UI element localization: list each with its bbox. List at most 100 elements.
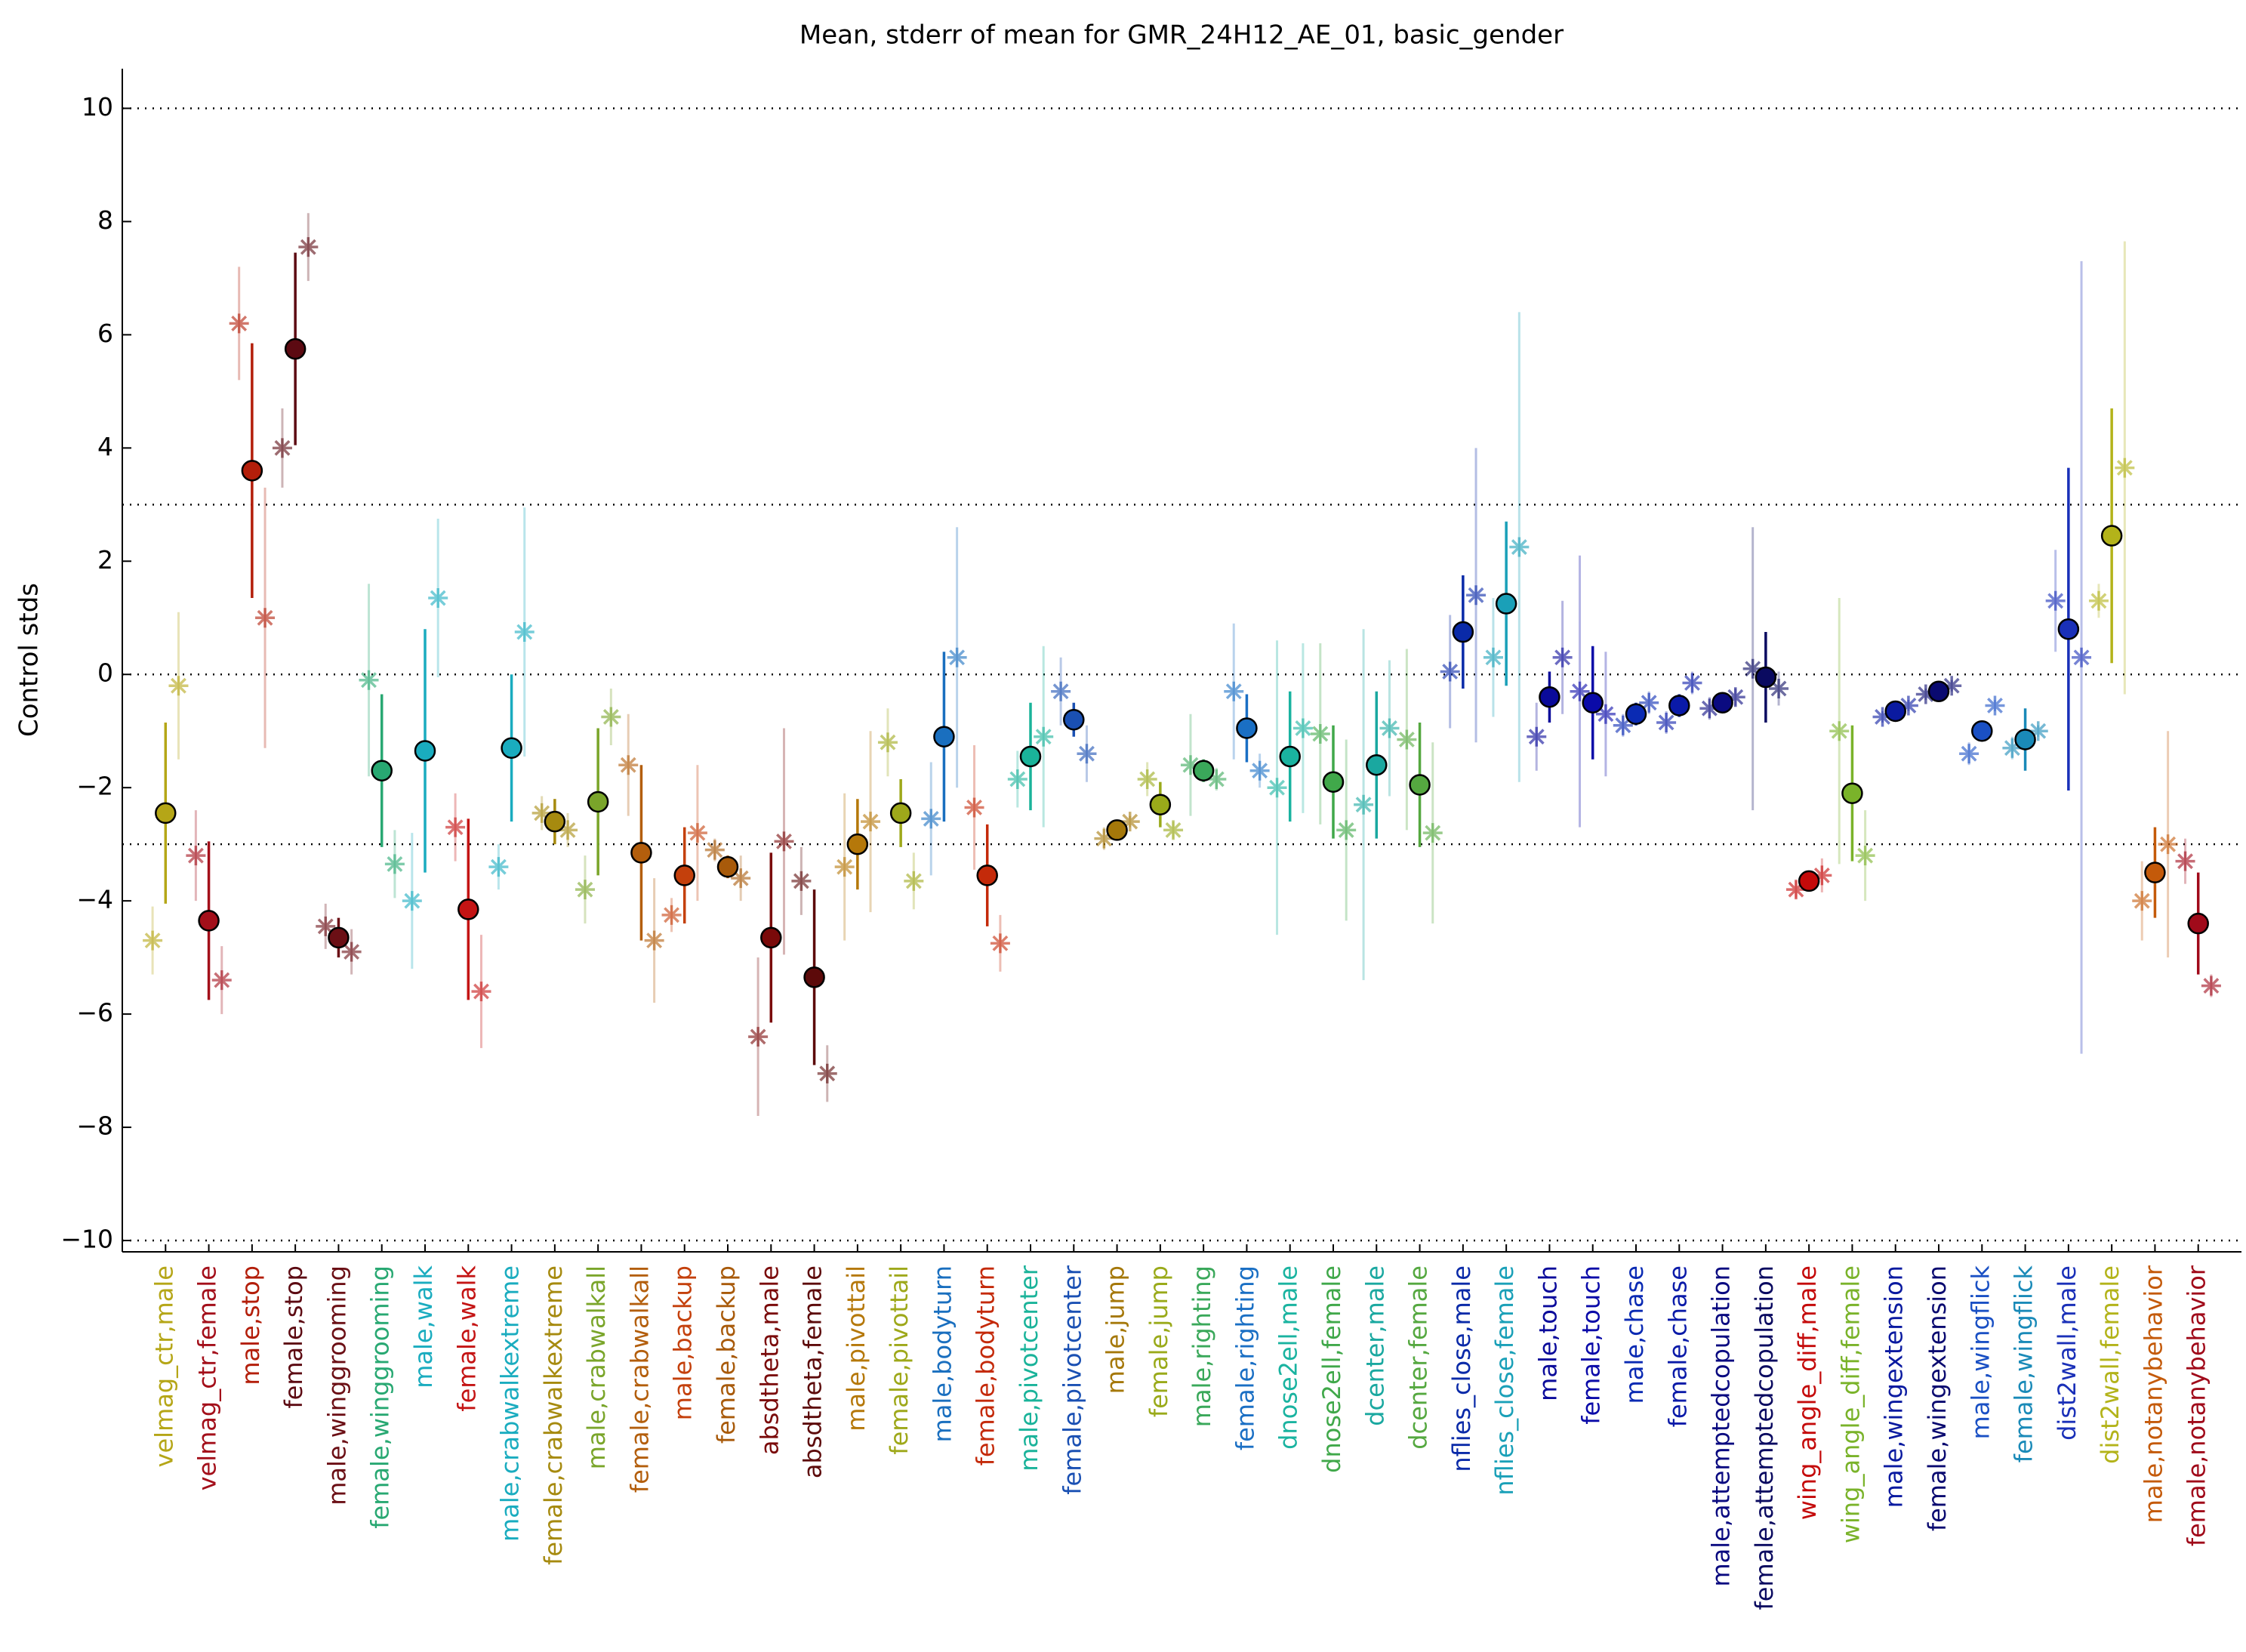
left-marker: [531, 803, 552, 823]
left-marker: [272, 438, 292, 458]
right-marker: [211, 970, 232, 991]
left-marker: [964, 797, 984, 818]
left-marker: [1527, 726, 1547, 747]
mean-marker: [673, 865, 695, 886]
x-tick-label: female,jump: [1145, 1265, 1173, 1417]
x-tick-label: male,wingextension: [1880, 1265, 1909, 1508]
mean-marker: [846, 833, 869, 855]
left-marker: [1613, 715, 1633, 735]
mean-marker: [328, 926, 350, 949]
left-marker: [1180, 755, 1200, 775]
mean-marker: [241, 460, 263, 482]
y-tick-label: −4: [76, 885, 113, 914]
left-marker: [143, 930, 163, 951]
left-marker: [316, 916, 336, 936]
right-marker: [1855, 846, 1875, 866]
x-tick-label: female,bodyturn: [972, 1265, 1000, 1466]
right-marker: [428, 588, 448, 609]
left-marker: [1354, 794, 1374, 815]
mean-marker: [1927, 680, 1950, 702]
y-tick-label: 6: [97, 319, 113, 348]
x-tick-label: absdtheta,male: [755, 1265, 784, 1455]
mean-marker: [1322, 771, 1345, 793]
right-marker: [861, 812, 881, 832]
left-marker: [748, 1027, 769, 1047]
y-tick-label: −2: [76, 772, 113, 801]
right-marker: [687, 823, 707, 843]
x-tick-label: absdtheta,female: [799, 1265, 827, 1478]
x-tick-label: female,touch: [1577, 1265, 1606, 1425]
x-tick-label: male,touch: [1533, 1265, 1562, 1401]
mean-marker: [716, 855, 739, 878]
mean-marker: [1495, 593, 1517, 615]
mean-marker: [1063, 708, 1085, 731]
x-tick-label: female,walk: [452, 1265, 481, 1412]
chart-title: Mean, stderr of mean for GMR_24H12_AE_01…: [800, 20, 1564, 51]
left-marker: [1397, 729, 1417, 750]
mean-marker: [1755, 666, 1777, 689]
mean-marker: [1279, 745, 1301, 768]
right-marker: [731, 868, 751, 889]
x-tick-label: dist2wall,male: [2053, 1265, 2081, 1441]
mean-marker: [1582, 692, 1604, 714]
left-marker: [2002, 738, 2023, 758]
mean-marker: [630, 842, 652, 864]
x-tick-label: velmag_ctr,male: [149, 1265, 178, 1467]
right-marker: [2072, 647, 2092, 667]
left-marker: [1007, 769, 1027, 789]
right-marker: [1682, 673, 1702, 693]
mean-marker: [1409, 774, 1431, 796]
left-marker: [2088, 590, 2109, 611]
x-tick-label: female,wingflick: [2010, 1265, 2038, 1463]
left-marker: [1137, 769, 1157, 789]
left-marker: [229, 313, 249, 334]
mean-marker: [1668, 695, 1690, 717]
right-marker: [1120, 812, 1140, 832]
right-marker: [2201, 975, 2221, 996]
x-tick-label: male,chase: [1620, 1265, 1649, 1404]
x-tick-label: female,crabwalkextreme: [539, 1265, 568, 1565]
right-marker: [298, 237, 319, 257]
mean-marker: [1884, 700, 1906, 723]
mean-marker: [1019, 745, 1042, 768]
x-tick-label: dnose2ell,male: [1274, 1265, 1303, 1450]
right-marker: [644, 930, 664, 951]
x-tick-label: dcenter,male: [1360, 1265, 1389, 1426]
right-marker: [558, 820, 578, 840]
right-marker: [384, 854, 405, 874]
y-tick-label: 8: [97, 205, 113, 235]
x-tick-label: male,walk: [409, 1265, 438, 1388]
right-marker: [817, 1063, 837, 1083]
mean-marker: [1236, 717, 1258, 739]
left-marker: [1785, 880, 1806, 900]
left-marker: [877, 732, 898, 753]
x-tick-label: wing_angle_diff,female: [1836, 1265, 1865, 1543]
left-marker: [1742, 658, 1763, 679]
x-tick-label: female,wingextension: [1923, 1265, 1952, 1531]
left-marker: [488, 857, 509, 877]
mean-marker: [760, 926, 782, 949]
mean-marker: [371, 760, 393, 781]
mean-marker: [1452, 621, 1474, 643]
mean-marker: [458, 898, 479, 920]
y-tick-label: 10: [82, 92, 113, 122]
mean-marker: [889, 802, 912, 824]
x-tick-label: wing_angle_diff,male: [1793, 1265, 1822, 1520]
left-marker: [2132, 891, 2152, 911]
mean-marker: [1366, 754, 1388, 776]
right-marker: [904, 871, 924, 891]
mean-marker: [1971, 720, 1993, 742]
x-tick-label: female,backup: [712, 1265, 741, 1444]
left-marker: [186, 846, 206, 866]
x-tick-label: male,bodyturn: [928, 1265, 957, 1442]
left-marker: [618, 755, 639, 775]
left-marker: [1872, 707, 1893, 727]
x-tick-label: male,crabwalkall: [582, 1265, 611, 1469]
left-marker: [791, 871, 812, 891]
right-marker: [1034, 726, 1054, 747]
left-marker: [1699, 698, 1720, 719]
left-marker: [402, 891, 422, 911]
mean-marker: [501, 737, 522, 759]
x-tick-label: male,righting: [1188, 1265, 1216, 1427]
x-tick-label: female,righting: [1231, 1265, 1259, 1450]
